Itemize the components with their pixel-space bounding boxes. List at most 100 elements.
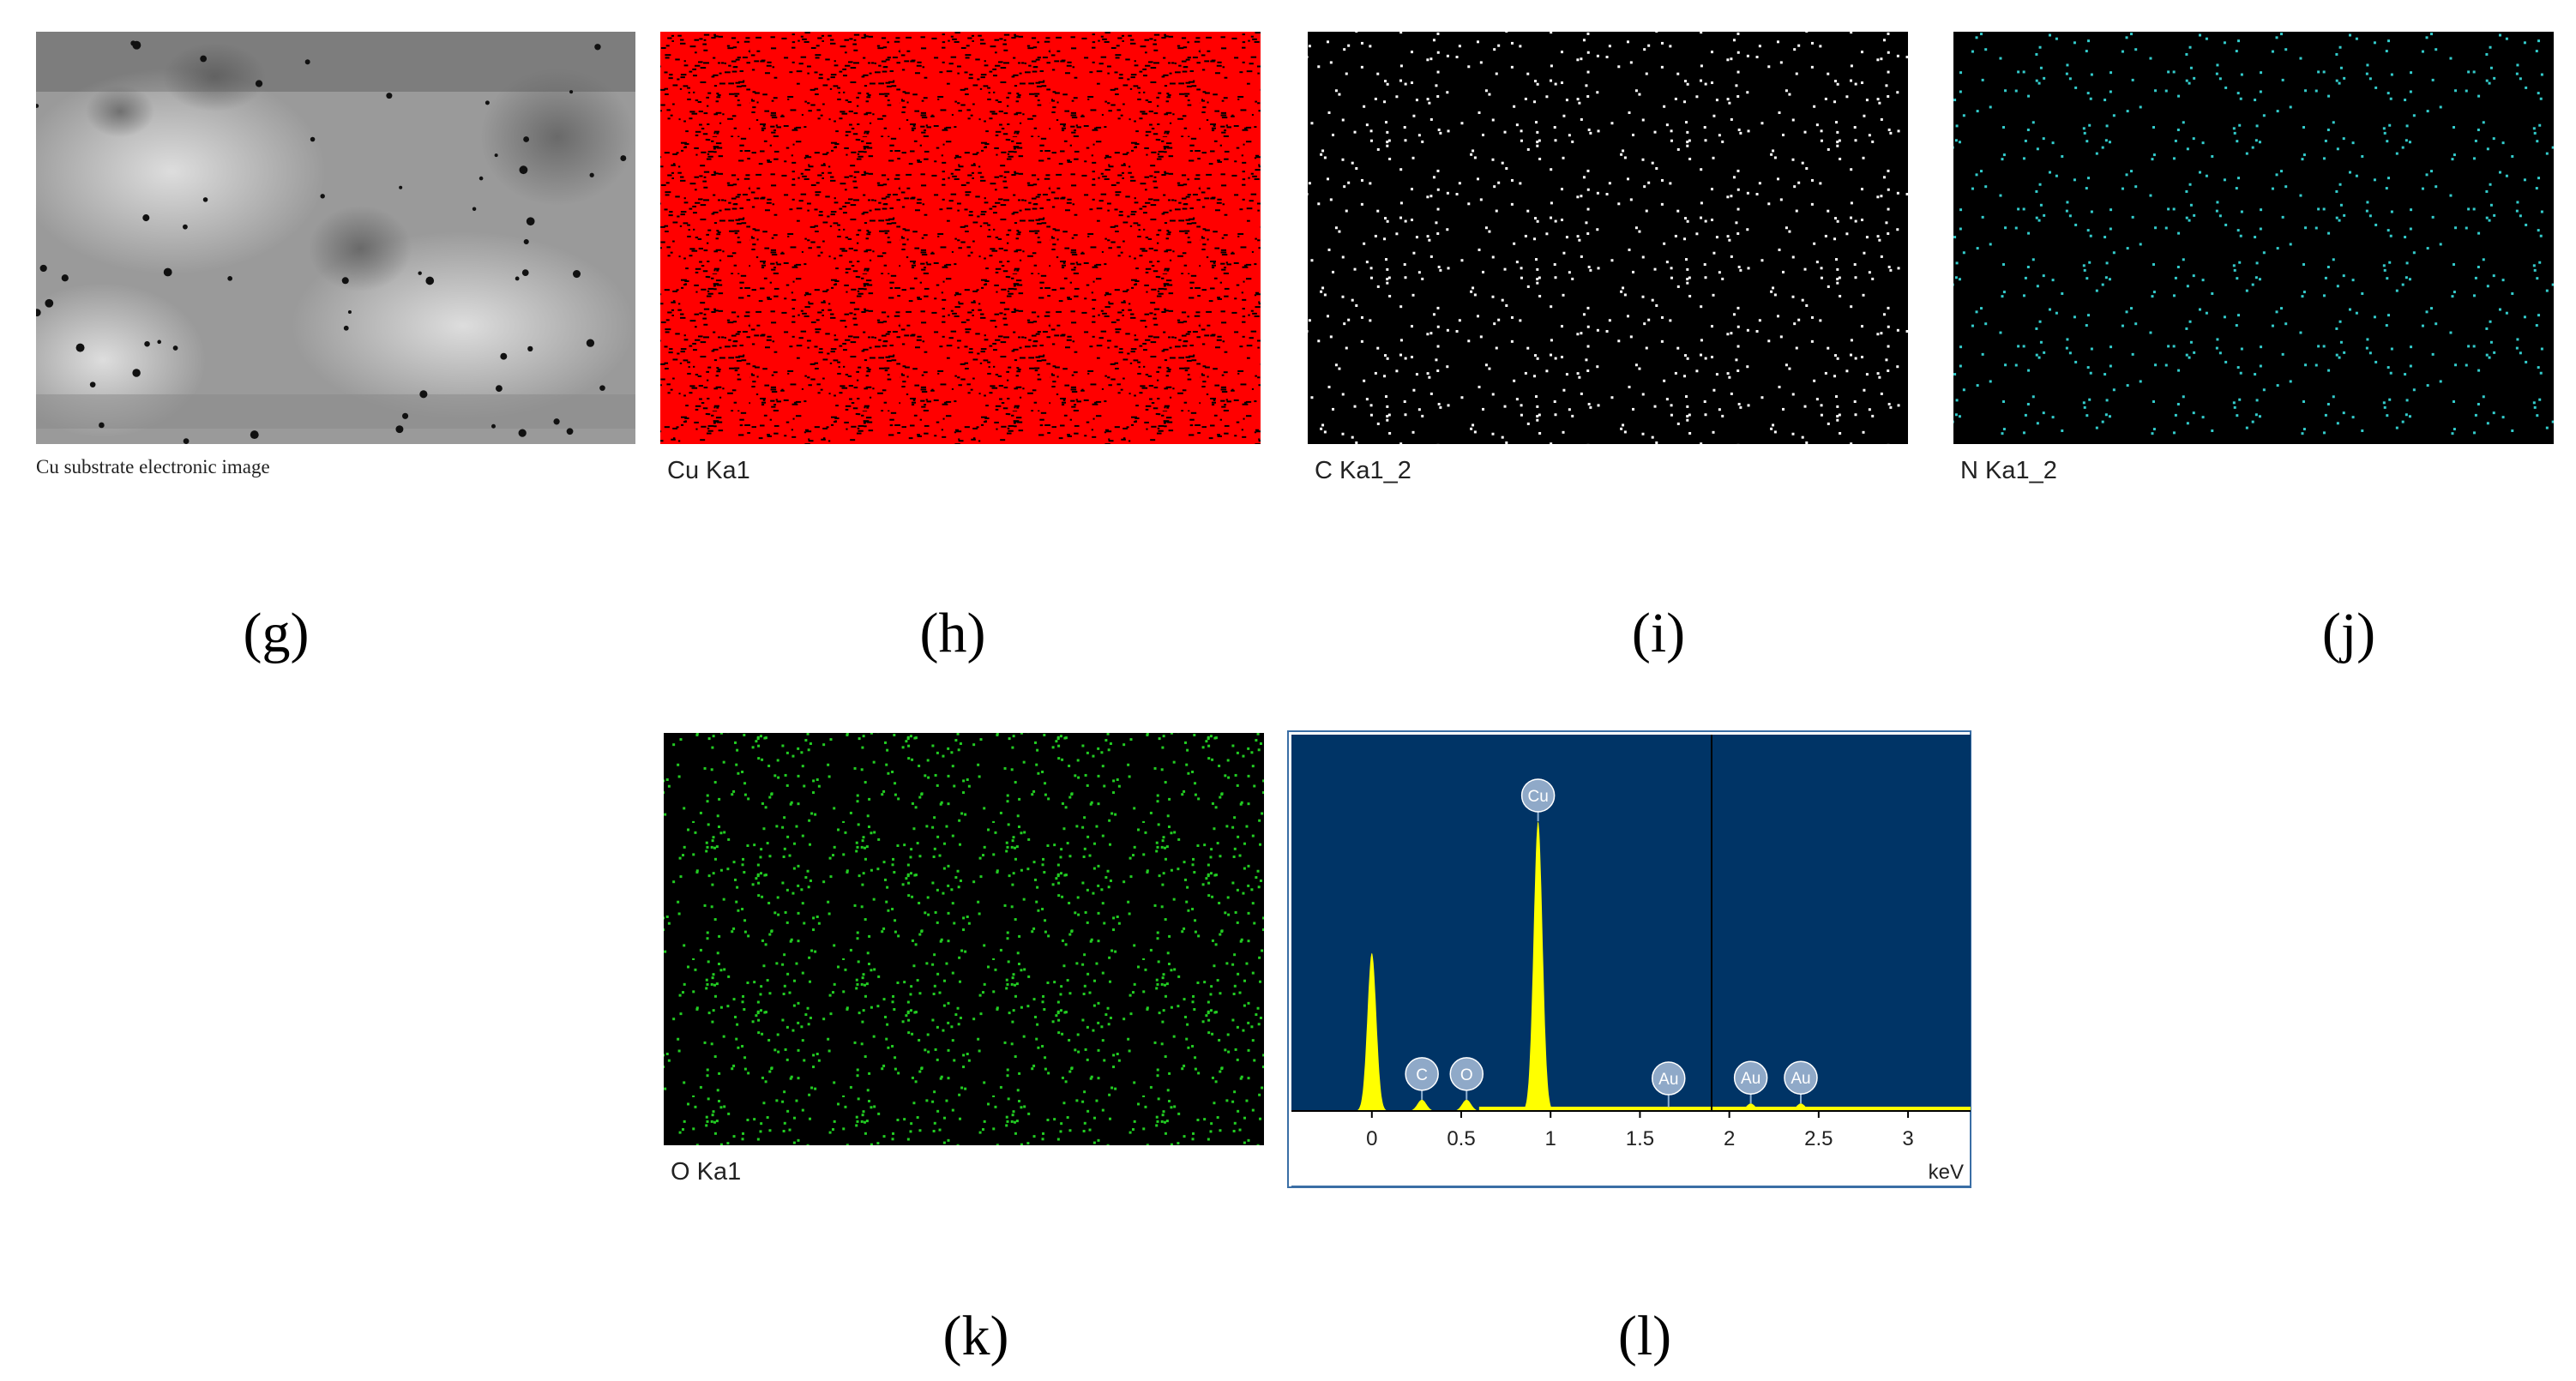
pore: [132, 369, 141, 377]
eds-spectrum: C O Cu Au Au Au 0 0.5 1 1.5 2 2.5 3 keV: [1287, 730, 1971, 1188]
peak-label: Au: [1741, 1070, 1760, 1088]
peak-marker: [1733, 1060, 1768, 1095]
pore: [494, 153, 498, 158]
pore: [36, 104, 39, 108]
pore: [418, 271, 422, 275]
pore: [620, 155, 627, 162]
pore: [419, 390, 428, 399]
pore: [566, 428, 574, 435]
peak-marker: [1784, 1060, 1818, 1095]
map-caption: C Ka1_2: [1315, 457, 1411, 484]
pore: [589, 172, 594, 177]
pore: [594, 44, 601, 51]
element-map: [1953, 32, 2554, 444]
pore: [395, 425, 404, 434]
pore: [526, 217, 535, 226]
pore: [310, 136, 316, 142]
pore: [132, 40, 141, 50]
panel-letter: (h): [920, 602, 986, 664]
pore: [61, 274, 69, 282]
pore: [89, 381, 96, 387]
pore: [304, 59, 310, 65]
pore: [500, 352, 508, 360]
x-unit: keV: [1929, 1161, 1964, 1184]
peak: [1400, 1099, 1444, 1111]
sem-image: [36, 32, 635, 444]
pore: [572, 270, 581, 279]
pore: [202, 197, 208, 202]
pore: [485, 100, 490, 105]
x-tick-label: 0: [1366, 1127, 1377, 1150]
pore: [521, 269, 529, 276]
element-maps: Cu Ka1 C Ka1_2 N Ka1_2 O Ka1 Cu substrate el…: [36, 32, 2554, 1367]
pore: [599, 385, 605, 391]
panel-letter: (j): [2322, 602, 2375, 664]
peak: [1646, 1107, 1690, 1111]
pore: [255, 80, 263, 87]
pore: [343, 325, 349, 331]
pore: [527, 345, 533, 352]
pore: [142, 214, 150, 222]
x-tick-label: 3: [1902, 1127, 1913, 1150]
pore: [144, 340, 150, 347]
x-tick-label: 1: [1545, 1127, 1556, 1150]
element-map: [664, 733, 1264, 1145]
panel-letter: (l): [1618, 1305, 1671, 1367]
pore: [36, 309, 41, 317]
peak-label: C: [1416, 1066, 1428, 1084]
pore: [183, 224, 188, 230]
peak: [1445, 1099, 1489, 1111]
element-map: [1308, 32, 1908, 444]
peak-marker: [1405, 1057, 1439, 1091]
pore: [518, 429, 527, 437]
peak: [1779, 1103, 1822, 1111]
pore: [172, 345, 178, 351]
pore: [45, 298, 54, 308]
pore: [491, 423, 496, 429]
pore: [157, 339, 162, 345]
peak-label: Au: [1791, 1070, 1810, 1088]
peak-label: Cu: [1527, 788, 1548, 806]
pore: [163, 267, 172, 277]
peak: [1516, 821, 1560, 1111]
x-tick-label: 2: [1724, 1127, 1735, 1150]
panel-letter: (g): [244, 602, 310, 664]
pore: [183, 438, 190, 444]
peak: [1350, 952, 1393, 1111]
pore: [519, 165, 528, 175]
panel-letter: (k): [943, 1305, 1009, 1367]
pore: [495, 385, 503, 393]
peak: [1729, 1103, 1773, 1111]
pore: [75, 343, 85, 352]
pore: [472, 207, 477, 211]
pore: [553, 418, 560, 425]
peak-marker: [1652, 1061, 1686, 1096]
pore: [386, 93, 393, 99]
pore: [320, 194, 325, 199]
panel-letter: (i): [1632, 602, 1685, 664]
plot-area: [1291, 735, 1971, 1111]
pore: [569, 90, 574, 94]
image-caption: Cu substrate electronic image: [36, 456, 270, 477]
pore: [347, 309, 352, 315]
pore: [586, 339, 595, 347]
element-map: [660, 32, 1261, 444]
pore: [227, 275, 233, 281]
peak-marker: [1449, 1057, 1484, 1091]
pore: [515, 276, 520, 281]
pore: [478, 176, 484, 181]
pore: [250, 430, 259, 440]
pore: [200, 55, 208, 63]
continuum: [1478, 1107, 1971, 1111]
pore: [341, 277, 349, 285]
pore: [39, 264, 47, 273]
map-caption: Cu Ka1: [667, 457, 750, 484]
map-caption: O Ka1: [671, 1158, 741, 1186]
pore: [399, 185, 403, 189]
x-tick-label: 1.5: [1626, 1127, 1654, 1150]
peak-marker: [1520, 778, 1556, 813]
peak-label: O: [1460, 1066, 1473, 1084]
pore: [99, 422, 105, 429]
